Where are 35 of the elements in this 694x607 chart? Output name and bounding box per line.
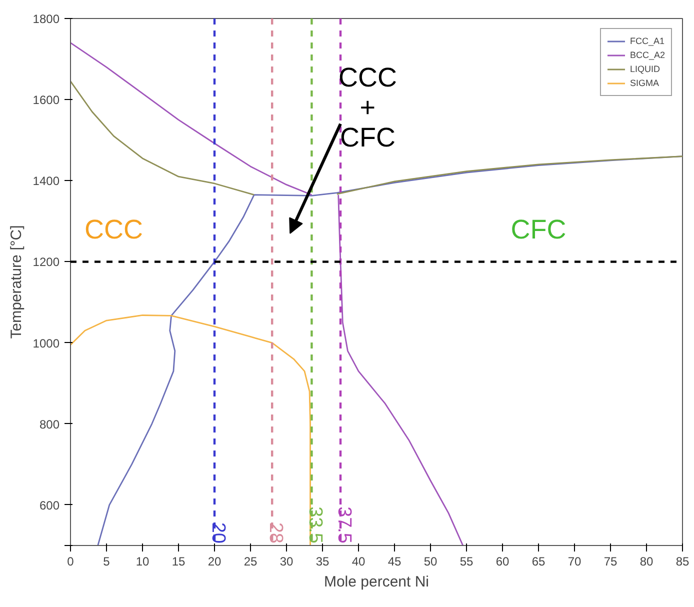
- annotation: CFC: [510, 214, 566, 244]
- x-tick-label: 5: [103, 554, 110, 568]
- y-tick-label: 1400: [32, 174, 60, 188]
- legend-label: FCC_A1: [630, 35, 664, 47]
- x-tick-label: 15: [172, 554, 186, 568]
- x-tick-label: 10: [136, 554, 150, 568]
- x-tick-label: 45: [388, 554, 402, 568]
- x-axis-title: Mole percent Ni: [324, 574, 430, 590]
- legend-label: SIGMA: [630, 77, 659, 89]
- y-tick-label: 1800: [32, 12, 60, 26]
- y-tick-label: 1600: [32, 93, 60, 108]
- line-series: [70, 314, 311, 546]
- legend-label: BCC_A2: [630, 49, 665, 61]
- x-tick-label: 75: [604, 554, 618, 568]
- y-tick-label: 600: [39, 498, 60, 512]
- annotation: CCC: [84, 214, 143, 244]
- x-tick-label: 20: [208, 554, 222, 568]
- x-tick-label: 80: [640, 554, 654, 568]
- y-tick-label: 1200: [32, 255, 60, 270]
- x-tick-label: 55: [460, 554, 474, 568]
- annotation: CCC + CFC: [338, 62, 397, 152]
- x-tick-label: 85: [676, 554, 690, 568]
- x-tick-label: 35: [316, 554, 330, 568]
- y-tick-label: 1000: [32, 336, 60, 350]
- x-tick-label: 60: [496, 554, 510, 568]
- x-tick-label: 30: [280, 554, 294, 568]
- y-axis-title: Temperature [°C]: [8, 225, 25, 339]
- x-tick-label: 70: [568, 554, 582, 568]
- y-tick-label: 800: [39, 417, 60, 432]
- x-tick-label: 0: [67, 554, 74, 568]
- legend-label: LIQUID: [630, 63, 660, 75]
- x-tick-label: 50: [424, 554, 438, 568]
- x-tick-label: 65: [532, 554, 546, 568]
- x-tick-label: 40: [352, 554, 366, 568]
- x-tick-label: 25: [244, 554, 258, 568]
